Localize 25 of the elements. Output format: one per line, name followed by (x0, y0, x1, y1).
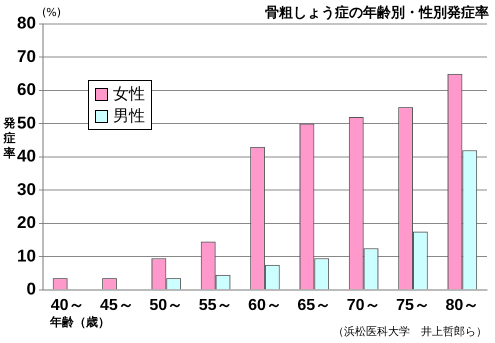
y-tick-label: 60 (16, 80, 36, 100)
y-axis-title: 発症率 (3, 116, 16, 161)
x-tick-label: 45～ (100, 296, 134, 314)
y-tick-label: 20 (16, 213, 36, 232)
legend-label: 女性 (112, 83, 145, 105)
x-tick-label: 70～ (346, 296, 381, 314)
y-tick-label: 0 (26, 279, 36, 298)
x-tick-label: 40～ (50, 296, 84, 314)
x-tick-label: 65～ (297, 296, 332, 314)
x-tick-label: 80～ (445, 296, 480, 314)
y-tick-label: 80 (16, 14, 36, 33)
y-tick-label: 10 (16, 246, 36, 266)
y-tick-label: 70 (16, 46, 36, 66)
legend-label: 男性 (112, 105, 145, 127)
y-tick-label: 40 (16, 146, 36, 166)
text: (%) (42, 6, 62, 19)
x-tick-label: 75～ (396, 296, 430, 314)
x-tick-label: 55～ (198, 296, 233, 314)
text: （浜松医科大学 井上哲郎ら） (333, 324, 487, 339)
x-tick-label: 50～ (149, 296, 184, 314)
y-tick-label: 50 (16, 113, 36, 132)
chart-title: 骨粗しょう症の年齢別・性別発症率 (265, 4, 489, 22)
x-axis-title: 年齢（歳） (50, 314, 110, 331)
y-tick-label: 30 (16, 180, 36, 199)
x-tick-label: 60～ (248, 296, 282, 314)
